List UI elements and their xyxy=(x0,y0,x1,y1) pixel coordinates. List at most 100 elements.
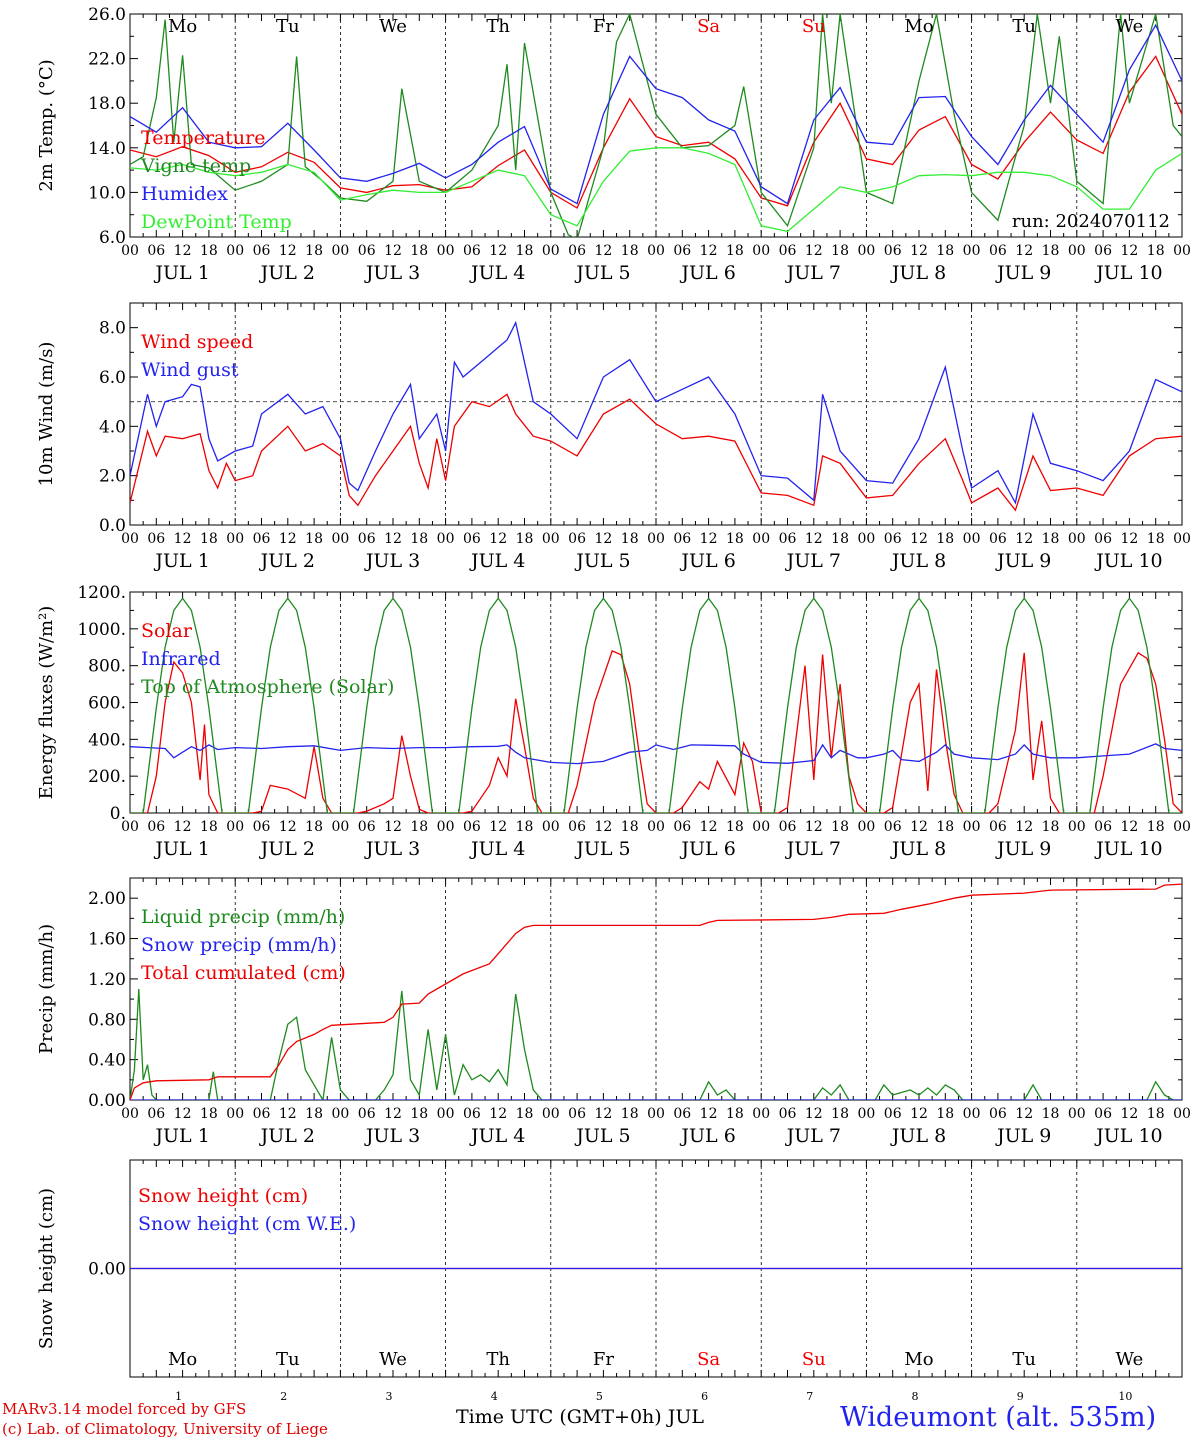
hour-tick-label: 00 xyxy=(752,243,770,259)
hour-tick-label: 06 xyxy=(147,819,165,835)
y-tick-label: 2.0 xyxy=(99,467,126,487)
date-label: JUL 3 xyxy=(364,262,420,284)
day-of-week-label: We xyxy=(379,1349,407,1370)
day-of-week-label: Mo xyxy=(168,16,197,37)
day-of-week-label: Mo xyxy=(168,1349,197,1370)
y-axis-label: 2m Temp. (°C) xyxy=(36,59,57,191)
hour-tick-label: 18 xyxy=(305,1106,323,1122)
hour-tick-label: 12 xyxy=(1015,243,1033,259)
hour-tick-label: 00 xyxy=(1173,243,1191,259)
date-label: JUL 6 xyxy=(679,1125,735,1147)
hour-tick-label: 12 xyxy=(805,1106,823,1122)
hour-tick-label: 06 xyxy=(463,1106,481,1122)
legend-entry: Vigne temp xyxy=(140,155,251,177)
date-label: JUL 9 xyxy=(995,838,1051,860)
hour-tick-label: 00 xyxy=(437,243,455,259)
hour-tick-label: 06 xyxy=(147,1106,165,1122)
hour-tick-label: 18 xyxy=(726,243,744,259)
y-tick-label: 400. xyxy=(88,730,126,750)
hour-tick-label: 12 xyxy=(1015,819,1033,835)
hour-tick-label: 06 xyxy=(884,819,902,835)
y-tick-label: 1.60 xyxy=(88,930,126,950)
y-tick-label: 0.00 xyxy=(88,1260,126,1280)
hour-tick-label: 18 xyxy=(516,243,534,259)
day-of-week-label: Sa xyxy=(697,16,720,37)
hour-tick-label: 12 xyxy=(594,819,612,835)
hour-tick-label: 06 xyxy=(1094,819,1112,835)
y-tick-label: 0.80 xyxy=(88,1010,126,1030)
day-of-week-label: Mo xyxy=(904,1349,933,1370)
hour-tick-label: 06 xyxy=(358,819,376,835)
hour-tick-label: 00 xyxy=(1068,819,1086,835)
hour-tick-label: 18 xyxy=(516,819,534,835)
day-of-week-label: Su xyxy=(802,1349,826,1370)
hour-tick-label: 12 xyxy=(594,531,612,547)
date-label: JUL 10 xyxy=(1094,1125,1162,1147)
hour-tick-label: 06 xyxy=(779,819,797,835)
date-label: JUL 8 xyxy=(890,1125,946,1147)
day-of-week-label: Tu xyxy=(276,1349,300,1370)
hour-tick-label: 06 xyxy=(989,1106,1007,1122)
hour-tick-label: 00 xyxy=(1173,1106,1191,1122)
hour-tick-label: 00 xyxy=(226,819,244,835)
hour-tick-label: 18 xyxy=(1042,1106,1060,1122)
date-label: JUL 7 xyxy=(785,550,841,572)
day-number-label: 2 xyxy=(280,1390,287,1400)
model-credit: MARv3.14 model forced by GFS xyxy=(2,1400,247,1418)
day-of-week-label: Fr xyxy=(593,1349,614,1370)
hour-tick-label: 06 xyxy=(568,819,586,835)
hour-tick-label: 18 xyxy=(936,1106,954,1122)
hour-tick-label: 18 xyxy=(200,1106,218,1122)
hour-tick-label: 18 xyxy=(200,531,218,547)
hour-tick-label: 00 xyxy=(437,531,455,547)
hour-tick-label: 00 xyxy=(121,243,139,259)
date-label: JUL 7 xyxy=(785,262,841,284)
hour-tick-label: 06 xyxy=(253,819,271,835)
hour-tick-label: 12 xyxy=(910,531,928,547)
day-number-label: 6 xyxy=(701,1390,708,1400)
day-of-week-label: Fr xyxy=(593,16,614,37)
hour-tick-label: 00 xyxy=(542,531,560,547)
hour-tick-label: 18 xyxy=(831,819,849,835)
y-tick-label: 0.0 xyxy=(99,516,126,536)
series-line-infrared xyxy=(130,743,1182,765)
hour-tick-label: 12 xyxy=(384,819,402,835)
hour-tick-label: 12 xyxy=(489,531,507,547)
day-of-week-label: Th xyxy=(486,1349,510,1370)
hour-tick-label: 06 xyxy=(779,531,797,547)
date-label: JUL 5 xyxy=(574,262,630,284)
hour-tick-label: 00 xyxy=(1173,819,1191,835)
y-tick-label: 6.0 xyxy=(99,368,126,388)
hour-tick-label: 06 xyxy=(884,531,902,547)
panel-5: 0.00 Snow height (cm) Snow height (cm) Snow… xyxy=(36,1159,1183,1400)
hour-tick-label: 12 xyxy=(805,243,823,259)
hour-tick-label: 00 xyxy=(1173,531,1191,547)
hour-tick-label: 06 xyxy=(884,243,902,259)
date-label: JUL 8 xyxy=(890,838,946,860)
y-tick-label: 22.0 xyxy=(88,50,126,70)
date-label: JUL 9 xyxy=(995,1125,1051,1147)
hour-tick-label: 12 xyxy=(174,531,192,547)
hour-tick-label: 12 xyxy=(700,531,718,547)
y-tick-label: 14.0 xyxy=(88,139,126,159)
hour-tick-label: 12 xyxy=(910,819,928,835)
day-number-label: 7 xyxy=(806,1390,813,1400)
y-tick-label: 10.0 xyxy=(88,183,126,203)
hour-tick-label: 00 xyxy=(752,819,770,835)
hour-tick-label: 18 xyxy=(831,243,849,259)
day-number-label: 3 xyxy=(386,1390,393,1400)
date-label: JUL 2 xyxy=(259,550,315,572)
hour-tick-label: 00 xyxy=(331,531,349,547)
legend-entry: Wind speed xyxy=(141,331,253,353)
hour-tick-label: 06 xyxy=(989,243,1007,259)
hour-tick-label: 00 xyxy=(857,1106,875,1122)
hour-tick-label: 18 xyxy=(1042,531,1060,547)
hour-tick-label: 06 xyxy=(568,243,586,259)
hour-tick-label: 12 xyxy=(805,531,823,547)
hour-tick-label: 00 xyxy=(121,1106,139,1122)
y-tick-label: 0.40 xyxy=(88,1051,126,1071)
y-axis-label: Precip (mm/h) xyxy=(36,924,57,1054)
day-number-label: 10 xyxy=(1118,1390,1132,1400)
hour-tick-label: 06 xyxy=(673,1106,691,1122)
legend-entry: Top of Atmosphere (Solar) xyxy=(141,676,394,698)
